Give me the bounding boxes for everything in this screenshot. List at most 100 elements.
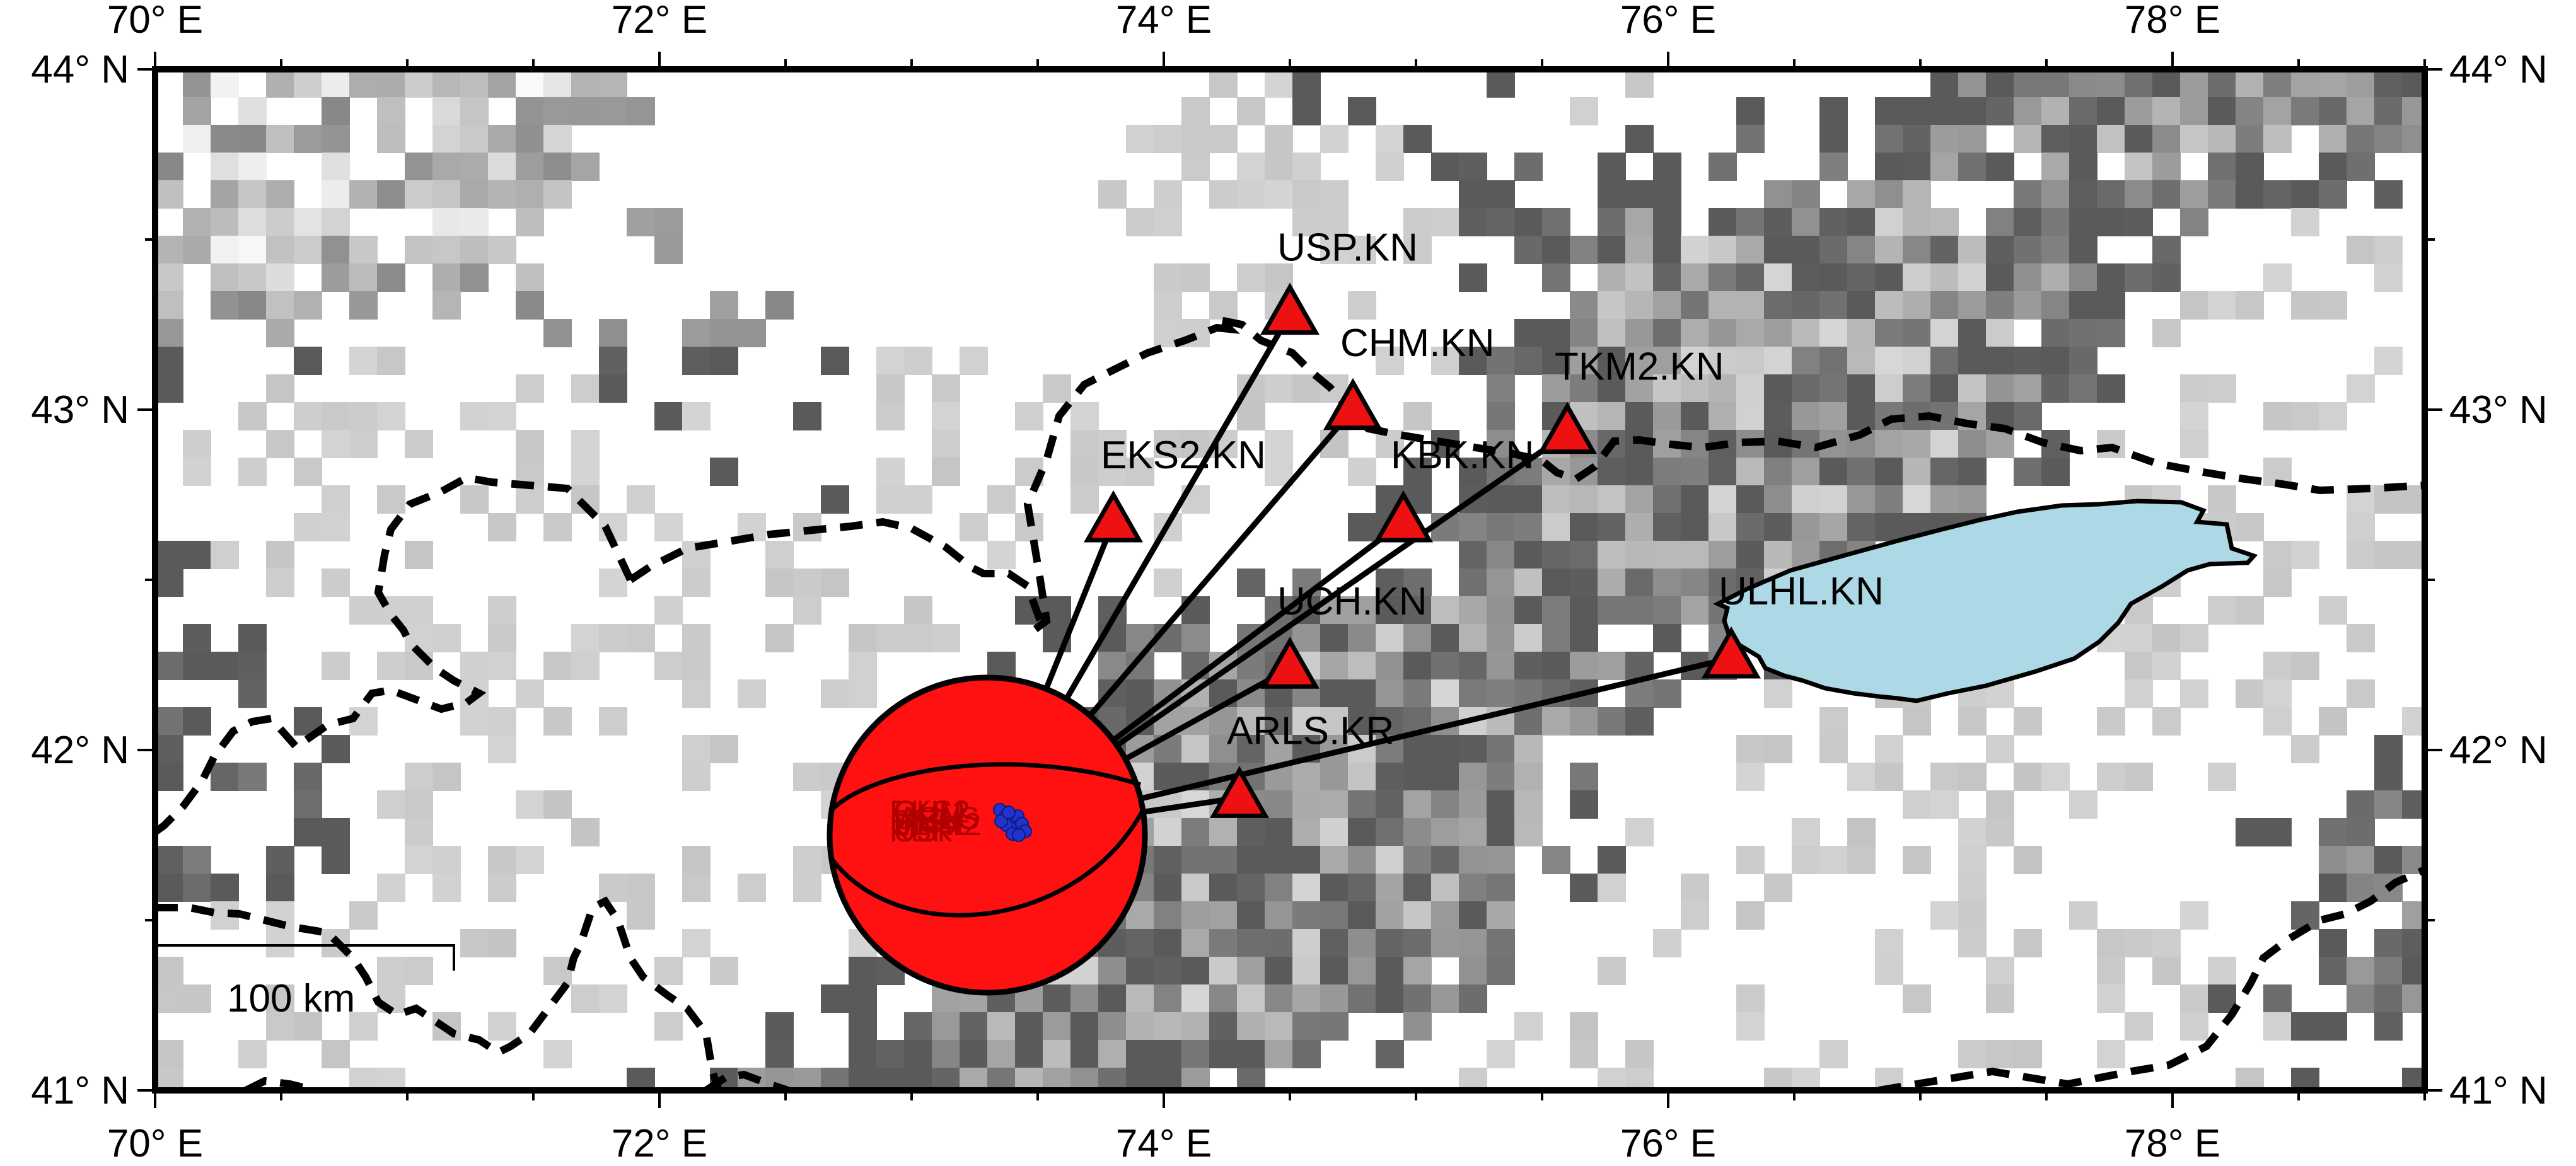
raster-cell: [155, 291, 183, 320]
raster-cell: [1098, 1068, 1127, 1090]
raster-cell: [1764, 347, 1792, 375]
raster-cell: [1542, 513, 1570, 541]
raster-cell: [1625, 1068, 1654, 1090]
raster-cell: [377, 790, 405, 819]
raster-cell: [1653, 208, 1681, 236]
raster-cell: [876, 347, 905, 375]
raster-cell: [1015, 1068, 1043, 1090]
raster-cell: [2125, 97, 2153, 125]
raster-cell: [1376, 818, 1404, 846]
raster-cell: [1487, 735, 1515, 763]
raster-cell: [1903, 430, 1931, 458]
raster-cell: [322, 818, 350, 846]
raster-cell: [377, 263, 405, 292]
raster-cell: [1764, 319, 1792, 347]
raster-cell: [793, 402, 821, 430]
raster-cell: [1265, 374, 1293, 403]
station-marker-arls.kr[interactable]: [1209, 766, 1270, 818]
raster-cell: [294, 125, 322, 153]
raster-cell: [266, 236, 294, 264]
raster-cell: [849, 679, 877, 708]
raster-cell: [1792, 347, 1820, 375]
raster-cell: [1847, 374, 1876, 403]
raster-cell: [543, 125, 572, 153]
raster-cell: [2236, 97, 2264, 125]
raster-cell: [1709, 374, 1737, 403]
raster-cell: [1514, 790, 1543, 819]
raster-cell: [2069, 374, 2097, 403]
raster-cell: [1154, 430, 1182, 458]
raster-cell: [904, 1012, 932, 1041]
raster-cell: [238, 458, 267, 486]
raster-cell: [821, 347, 849, 375]
raster-cell: [349, 402, 378, 430]
raster-cell: [1875, 347, 1903, 375]
raster-cell: [987, 1012, 1016, 1041]
raster-cell: [211, 236, 239, 264]
raster-cell: [1847, 513, 1876, 541]
raster-cell: [2014, 707, 2042, 736]
raster-cell: [1487, 679, 1515, 708]
station-marker-chm.kn[interactable]: [1323, 378, 1383, 430]
event-label-tkm2: TKM2: [897, 807, 981, 842]
raster-cell: [1265, 69, 1293, 98]
raster-cell: [2152, 236, 2181, 264]
raster-cell: [1098, 1040, 1127, 1068]
raster-cell: [2152, 180, 2181, 209]
raster-cell: [1514, 347, 1543, 375]
station-marker-uch.kn[interactable]: [1260, 637, 1320, 689]
raster-cell: [155, 236, 183, 264]
raster-cell: [2319, 291, 2347, 320]
raster-cell: [1736, 763, 1765, 791]
raster-cell: [183, 125, 211, 153]
raster-cell: [1514, 763, 1543, 791]
raster-cell: [1625, 541, 1654, 569]
raster-cell: [1431, 735, 1459, 763]
raster-cell: [1126, 929, 1154, 957]
raster-cell: [1958, 846, 1987, 874]
raster-cell: [571, 69, 600, 98]
station-marker-usp.kn[interactable]: [1260, 282, 1320, 335]
raster-cell: [294, 402, 322, 430]
raster-cell: [1459, 208, 1487, 236]
raster-cell: [1792, 818, 1820, 846]
station-marker-tkm2.kn[interactable]: [1537, 401, 1598, 454]
border-se: [1878, 866, 2425, 1090]
raster-cell: [1736, 402, 1765, 430]
station-marker-eks2.kn[interactable]: [1083, 490, 1144, 543]
raster-cell: [1681, 263, 1709, 292]
raster-cell: [349, 291, 378, 320]
raster-cell: [1237, 818, 1265, 846]
raster-cell: [2125, 153, 2153, 181]
raster-cell: [1403, 846, 1432, 874]
raster-cell: [2236, 180, 2264, 209]
raster-cell: [1958, 430, 1987, 458]
raster-cell: [2041, 125, 2070, 153]
raster-cell: [1265, 735, 1293, 763]
raster-cell: [238, 652, 267, 680]
raster-cell: [1930, 901, 1959, 930]
raster-cell: [1403, 735, 1432, 763]
raster-cell: [266, 319, 294, 347]
raster-cell: [294, 790, 322, 819]
raster-cell: [1265, 153, 1293, 181]
raster-cell: [1709, 458, 1737, 486]
raster-cell: [876, 402, 905, 430]
raster-cell: [405, 846, 433, 874]
raster-cell: [1847, 763, 1876, 791]
raster-cell: [932, 624, 960, 652]
raster-cell: [488, 69, 516, 98]
station-marker-kbk.kn[interactable]: [1373, 490, 1434, 543]
raster-cell: [2069, 69, 2097, 98]
raster-cell: [1930, 97, 1959, 125]
raster-cell: [1403, 402, 1432, 430]
raster-cell: [1237, 901, 1265, 930]
raster-cell: [1459, 596, 1487, 625]
raster-cell: [1986, 291, 2014, 320]
station-marker-ulhl.kn[interactable]: [1701, 626, 1761, 679]
raster-cell: [2125, 1012, 2153, 1041]
raster-cell: [2125, 929, 2153, 957]
raster-cell: [516, 374, 544, 403]
raster-cell: [1403, 569, 1432, 597]
